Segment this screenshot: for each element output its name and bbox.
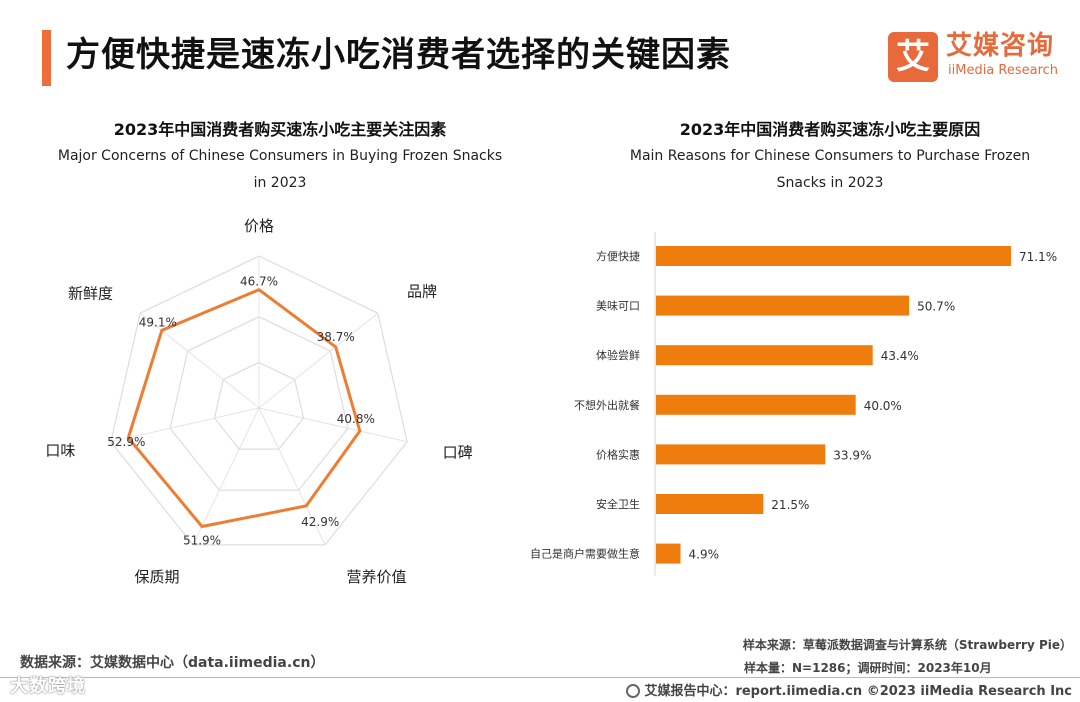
radar-spoke — [258, 312, 379, 409]
bar-category-label: 体验尝鲜 — [596, 348, 640, 362]
left-chart-subtitle-line2: in 2023 — [253, 175, 307, 191]
report-center-text: 艾媒报告中心：report.iimedia.cn ©2023 iiMedia R… — [644, 684, 1072, 699]
radar-axis-label: 价格 — [244, 217, 274, 235]
bar-value-label: 21.5% — [771, 498, 809, 512]
radar-axis-label: 口味 — [45, 442, 75, 460]
bar — [656, 543, 681, 564]
radar-series-line — [126, 288, 362, 528]
bar-category-label: 方便快捷 — [596, 249, 640, 263]
radar-spoke — [258, 407, 408, 443]
logo-chinese-name: 艾媒咨询 — [946, 31, 1055, 61]
bar — [656, 246, 1011, 266]
radar-value-label: 42.9% — [301, 515, 339, 529]
bar-category-label: 安全卫生 — [596, 497, 640, 511]
radar-axis-label: 品牌 — [407, 283, 437, 301]
bar-category-label: 价格实惠 — [596, 447, 640, 461]
sample-size: 样本量：N=1286；调研时间：2023年10月 — [744, 661, 992, 675]
radar-axis-label: 保质期 — [134, 568, 179, 586]
watermark: 大数跨境 — [10, 676, 86, 697]
bar-value-label: 71.1% — [1019, 250, 1057, 264]
bar-value-label: 4.9% — [689, 548, 720, 562]
radar-value-label: 40.8% — [337, 412, 375, 426]
left-chart-subtitle: Major Concerns of Chinese Consumers in B… — [40, 143, 520, 197]
globe-icon — [626, 684, 641, 698]
data-source: 数据来源：艾媒数据中心（data.iimedia.cn） — [20, 655, 325, 671]
left-chart-subtitle-line1: Major Concerns of Chinese Consumers in B… — [57, 148, 503, 164]
sample-source: 样本来源：草莓派数据调查与计算系统（Strawberry Pie） — [742, 638, 1072, 652]
radar-grid-ring-3 — [110, 255, 408, 546]
bar — [656, 494, 764, 514]
radar-axis-label: 新鲜度 — [68, 285, 113, 303]
iimedia-logo: 艾 艾媒咨询 iiMedia Research — [888, 30, 1066, 84]
bar — [656, 394, 856, 415]
radar-value-label: 51.9% — [183, 534, 221, 548]
right-chart-subtitle: Main Reasons for Chinese Consumers to Pu… — [590, 143, 1070, 197]
bar-value-label: 40.0% — [864, 399, 902, 413]
bar-value-label: 43.4% — [881, 349, 919, 363]
logo-english-name: iiMedia Research — [948, 63, 1059, 78]
radar-spoke — [139, 312, 260, 409]
right-chart-title: 2023年中国消费者购买速冻小吃主要原因 — [679, 120, 981, 139]
radar-value-label: 52.9% — [107, 435, 145, 449]
page-title: 方便快捷是速冻小吃消费者选择的关键因素 — [66, 35, 731, 75]
radar-axis-label: 营养价值 — [347, 568, 407, 586]
radar-value-label: 49.1% — [139, 315, 177, 329]
radar-spoke — [110, 407, 260, 443]
bar-value-label: 50.7% — [917, 300, 955, 314]
radar-axis-label: 口碑 — [443, 444, 473, 462]
bar-category-label: 自己是商户需要做生意 — [530, 547, 640, 561]
right-chart-subtitle-line2: Snacks in 2023 — [776, 175, 884, 191]
footer-divider — [0, 677, 1080, 678]
title-accent-bar — [42, 30, 51, 86]
bar-value-label: 33.9% — [833, 448, 871, 462]
radar-value-label: 46.7% — [240, 275, 278, 289]
radar-value-label: 38.7% — [317, 330, 355, 344]
radar-spoke — [258, 407, 326, 546]
left-chart-title: 2023年中国消费者购买速冻小吃主要关注因素 — [113, 120, 447, 139]
radar-spoke — [192, 407, 260, 546]
radar-grid-ring-1 — [213, 361, 305, 450]
bar — [656, 295, 910, 316]
right-chart-subtitle-line1: Main Reasons for Chinese Consumers to Pu… — [629, 148, 1031, 164]
bar — [656, 345, 873, 366]
logo-mark: 艾 — [888, 32, 938, 82]
radar-grid-ring-2 — [169, 316, 349, 491]
bar-category-label: 美味可口 — [596, 300, 640, 313]
bar — [656, 444, 826, 465]
bar-category-label: 不想外出就餐 — [574, 398, 640, 412]
report-center: 艾媒报告中心：report.iimedia.cn ©2023 iiMedia R… — [626, 680, 1072, 699]
